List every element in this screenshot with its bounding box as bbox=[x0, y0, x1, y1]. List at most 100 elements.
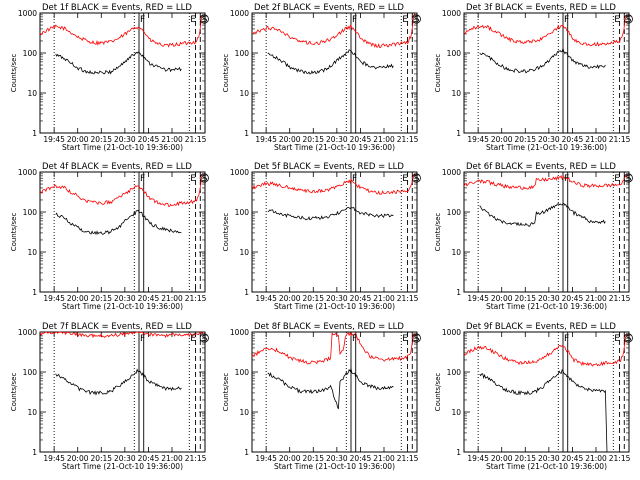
marker-label-e: E bbox=[402, 15, 408, 25]
events-series-line bbox=[55, 368, 182, 396]
y-tick-label: 100 bbox=[23, 208, 38, 217]
y-axis-label: Counts/sec bbox=[222, 373, 230, 412]
marker-label-s: S bbox=[414, 174, 420, 184]
x-tick-label: 20:15 bbox=[514, 294, 536, 303]
panel-9: Det 9f BLACK = Events, RED = LLD 1 10 100 10… bbox=[434, 322, 633, 471]
panel-7: Det 7f BLACK = Events, RED = LLD 1 10 100 10… bbox=[10, 322, 209, 471]
marker-circle bbox=[623, 333, 633, 343]
x-tick-label: 20:15 bbox=[302, 454, 324, 463]
x-tick-label: 20:30 bbox=[326, 454, 348, 463]
x-tick-label: 20:30 bbox=[538, 454, 560, 463]
marker-label-s: S bbox=[626, 334, 632, 344]
x-axis-label: Start Time (21-Oct-10 19:36:00) bbox=[62, 462, 183, 471]
lld-series-line bbox=[251, 331, 416, 365]
x-tick-label: 20:15 bbox=[302, 294, 324, 303]
x-tick-label: 20:30 bbox=[326, 135, 348, 144]
x-tick-label: 20:00 bbox=[279, 135, 301, 144]
y-tick-label: 1000 bbox=[18, 328, 37, 337]
panel-6: Det 6f BLACK = Events, RED = LLD 1 10 100 10… bbox=[434, 162, 633, 311]
lld-series-line bbox=[39, 14, 204, 48]
events-series-line bbox=[267, 49, 394, 75]
x-tick-label: 20:00 bbox=[67, 294, 89, 303]
x-tick-label: 20:15 bbox=[302, 135, 324, 144]
marker-label-f: F bbox=[352, 334, 357, 344]
y-tick-label: 1 bbox=[244, 448, 249, 457]
x-tick-label: 20:30 bbox=[114, 135, 136, 144]
x-tick-label: 19:45 bbox=[43, 135, 65, 144]
y-tick-label: 100 bbox=[235, 208, 250, 217]
y-tick-label: 10 bbox=[27, 248, 37, 257]
y-tick-label: 1000 bbox=[442, 9, 461, 18]
x-tick-label: 19:45 bbox=[255, 454, 277, 463]
marker-label-f: F bbox=[352, 174, 357, 184]
x-tick-label: 20:45 bbox=[562, 454, 584, 463]
plot-frame bbox=[463, 12, 630, 134]
panel-1: Det 1f BLACK = Events, RED = LLD 1 10 100 10… bbox=[10, 3, 209, 152]
y-axis-label: Counts/sec bbox=[222, 213, 230, 252]
x-tick-label: 21:00 bbox=[585, 294, 607, 303]
panel-title: Det 1f BLACK = Events, RED = LLD bbox=[42, 3, 192, 13]
marker-label-s: S bbox=[202, 15, 208, 25]
y-tick-label: 1 bbox=[244, 129, 249, 138]
plot-frame bbox=[463, 331, 630, 453]
events-series-line bbox=[55, 51, 182, 75]
y-tick-label: 1000 bbox=[230, 168, 249, 177]
x-axis-label: Start Time (21-Oct-10 19:36:00) bbox=[274, 462, 395, 471]
y-tick-label: 1000 bbox=[442, 328, 461, 337]
y-tick-label: 1000 bbox=[230, 9, 249, 18]
x-tick-label: 21:15 bbox=[397, 135, 419, 144]
x-tick-label: 20:00 bbox=[67, 135, 89, 144]
x-tick-label: 20:00 bbox=[491, 454, 513, 463]
x-tick-label: 21:15 bbox=[609, 294, 631, 303]
x-tick-label: 20:00 bbox=[279, 294, 301, 303]
panel-8: Det 8f BLACK = Events, RED = LLD 1 10 100 10… bbox=[222, 322, 421, 471]
marker-label-e: E bbox=[190, 334, 196, 344]
marker-label-f: F bbox=[140, 15, 145, 25]
y-axis-label: Counts/sec bbox=[434, 373, 442, 412]
x-tick-label: 21:00 bbox=[585, 135, 607, 144]
marker-circle bbox=[199, 173, 209, 183]
marker-circle bbox=[411, 333, 421, 343]
marker-circle bbox=[411, 173, 421, 183]
panel-title: Det 6f BLACK = Events, RED = LLD bbox=[466, 162, 616, 172]
y-tick-label: 1 bbox=[32, 129, 37, 138]
marker-label-s: S bbox=[414, 334, 420, 344]
y-axis-label: Counts/sec bbox=[10, 213, 18, 252]
lld-series-line bbox=[39, 173, 204, 207]
y-axis-label: Counts/sec bbox=[434, 54, 442, 93]
panel-title: Det 9f BLACK = Events, RED = LLD bbox=[466, 322, 616, 332]
plot-frame bbox=[39, 331, 206, 453]
y-tick-label: 10 bbox=[239, 89, 249, 98]
lld-series-line bbox=[463, 14, 628, 47]
y-tick-label: 10 bbox=[27, 89, 37, 98]
x-tick-label: 20:00 bbox=[491, 135, 513, 144]
lld-series-line bbox=[251, 13, 416, 49]
events-series-line bbox=[479, 203, 606, 227]
lld-series-line bbox=[252, 173, 416, 195]
x-tick-label: 20:30 bbox=[114, 294, 136, 303]
panel-5: Det 5f BLACK = Events, RED = LLD 1 10 100 10… bbox=[222, 162, 421, 311]
x-tick-label: 20:15 bbox=[514, 135, 536, 144]
x-tick-label: 20:45 bbox=[562, 135, 584, 144]
x-tick-label: 21:15 bbox=[609, 454, 631, 463]
marker-label-e: E bbox=[190, 174, 196, 184]
x-axis-label: Start Time (21-Oct-10 19:36:00) bbox=[486, 462, 607, 471]
marker-label-e: E bbox=[190, 15, 196, 25]
panel-title: Det 2f BLACK = Events, RED = LLD bbox=[254, 3, 404, 13]
x-tick-label: 20:15 bbox=[90, 135, 112, 144]
y-tick-label: 1000 bbox=[18, 9, 37, 18]
events-series-line bbox=[55, 209, 182, 236]
y-tick-label: 100 bbox=[447, 49, 462, 58]
y-axis-label: Counts/sec bbox=[10, 54, 18, 93]
marker-label-f: F bbox=[352, 15, 357, 25]
x-axis-label: Start Time (21-Oct-10 19:36:00) bbox=[486, 143, 607, 152]
y-tick-label: 100 bbox=[23, 49, 38, 58]
x-tick-label: 19:45 bbox=[467, 454, 489, 463]
panel-title: Det 8f BLACK = Events, RED = LLD bbox=[254, 322, 404, 332]
x-tick-label: 20:30 bbox=[114, 454, 136, 463]
x-tick-label: 21:00 bbox=[161, 135, 183, 144]
y-tick-label: 10 bbox=[239, 248, 249, 257]
x-tick-label: 21:15 bbox=[397, 454, 419, 463]
x-tick-label: 21:00 bbox=[161, 454, 183, 463]
y-axis-label: Counts/sec bbox=[10, 373, 18, 412]
